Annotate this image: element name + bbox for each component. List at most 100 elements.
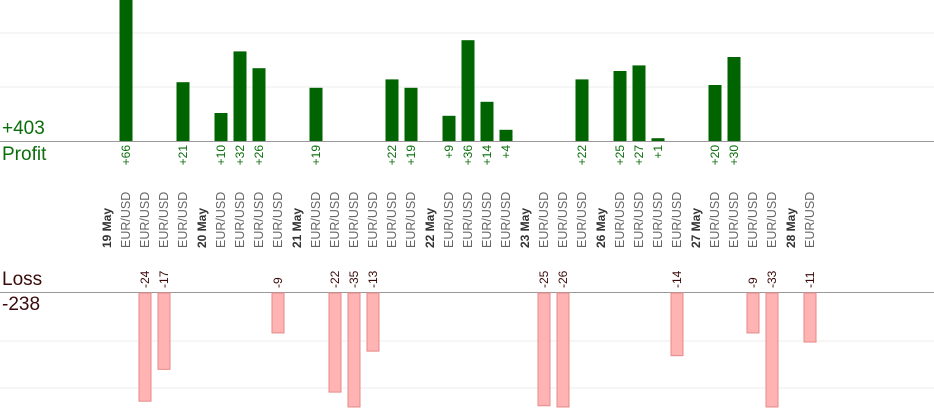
pair-label: EUR/USD — [727, 192, 741, 248]
loss-bar — [765, 292, 779, 408]
profit-value-label: +32 — [233, 145, 247, 166]
loss-bar — [746, 292, 760, 334]
profit-value-label: +26 — [252, 145, 266, 166]
pair-label: EUR/USD — [404, 192, 418, 248]
pair-label: EUR/USD — [138, 192, 152, 248]
profit-bar — [385, 79, 399, 141]
loss-bar — [157, 292, 171, 370]
loss-value-label: -9 — [271, 277, 285, 288]
profit-bar — [461, 40, 475, 142]
pair-label: EUR/USD — [537, 192, 551, 248]
profit-value-label: +19 — [309, 145, 323, 166]
pair-label: EUR/USD — [385, 192, 399, 248]
profit-bar — [480, 101, 494, 141]
date-label: 28 May — [784, 208, 798, 248]
profit-value-label: +10 — [214, 145, 228, 166]
loss-bar — [537, 292, 551, 407]
pair-label: EUR/USD — [176, 192, 190, 248]
pair-label: EUR/USD — [233, 192, 247, 248]
profit-value-label: +30 — [727, 145, 741, 166]
profit-bar — [252, 68, 266, 141]
loss-value-label: -13 — [366, 270, 380, 288]
loss-value-label: -26 — [556, 270, 570, 288]
profit-value-label: +22 — [385, 145, 399, 166]
profit-bar — [214, 113, 228, 141]
pair-label: EUR/USD — [271, 192, 285, 248]
loss-total: -238 — [2, 294, 41, 315]
pair-label: EUR/USD — [119, 192, 133, 248]
date-label: 20 May — [195, 208, 209, 248]
profit-value-label: +19 — [404, 145, 418, 166]
pair-label: EUR/USD — [613, 192, 627, 248]
profit-value-label: +20 — [708, 145, 722, 166]
profit-total: +403 — [2, 118, 45, 139]
profit-value-label: +25 — [613, 145, 627, 166]
profit-bar — [575, 79, 589, 141]
profit-value-label: +27 — [632, 145, 646, 166]
profit-label: Profit — [2, 144, 47, 165]
loss-value-label: -22 — [328, 270, 342, 288]
profit-bar — [309, 87, 323, 141]
loss-label: Loss — [2, 269, 43, 290]
loss-bar — [271, 292, 285, 334]
loss-value-label: -11 — [803, 271, 817, 288]
pair-label: EUR/USD — [252, 192, 266, 248]
pair-label: EUR/USD — [746, 192, 760, 248]
profit-value-label: +4 — [499, 145, 513, 159]
pair-label: EUR/USD — [157, 192, 171, 248]
profit-bar — [119, 0, 133, 141]
loss-bar — [803, 292, 817, 343]
pair-label: EUR/USD — [556, 192, 570, 248]
profit-value-label: +14 — [480, 145, 494, 166]
date-label: 26 May — [594, 208, 608, 248]
profit-bar — [404, 87, 418, 141]
loss-bar — [556, 292, 570, 408]
loss-value-label: -17 — [157, 270, 171, 288]
loss-bar — [366, 292, 380, 352]
pair-label: EUR/USD — [670, 192, 684, 248]
date-label: 27 May — [689, 208, 703, 248]
profit-value-label: +36 — [461, 145, 475, 166]
loss-value-label: -33 — [765, 270, 779, 288]
loss-value-label: -9 — [746, 277, 760, 288]
profit-value-label: +66 — [119, 145, 133, 166]
pair-label: EUR/USD — [366, 192, 380, 248]
pair-label: EUR/USD — [461, 192, 475, 248]
pair-label: EUR/USD — [328, 192, 342, 248]
date-label: 23 May — [518, 208, 532, 248]
pair-label: EUR/USD — [309, 192, 323, 248]
date-label: 21 May — [290, 208, 304, 248]
pair-label: EUR/USD — [442, 192, 456, 248]
pair-label: EUR/USD — [480, 192, 494, 248]
loss-value-label: -14 — [670, 270, 684, 288]
pair-label: EUR/USD — [575, 192, 589, 248]
pair-label: EUR/USD — [765, 192, 779, 248]
pair-label: EUR/USD — [499, 192, 513, 248]
loss-value-label: -35 — [347, 270, 361, 288]
profit-bar — [613, 71, 627, 141]
pair-label: EUR/USD — [708, 192, 722, 248]
profit-bar — [708, 85, 722, 141]
profit-bar — [442, 115, 456, 141]
loss-value-label: -24 — [138, 270, 152, 288]
profit-value-label: +22 — [575, 145, 589, 166]
profit-bar — [727, 57, 741, 141]
pair-label: EUR/USD — [651, 192, 665, 248]
profit-value-label: +21 — [176, 145, 190, 166]
profit-value-label: +9 — [442, 145, 456, 159]
profit-bar — [176, 82, 190, 141]
date-label: 22 May — [423, 208, 437, 248]
profit-bar — [651, 138, 665, 141]
loss-bar — [347, 292, 361, 408]
profit-bar — [499, 129, 513, 141]
profit-bar — [233, 51, 247, 141]
profit-value-label: +1 — [651, 145, 665, 159]
pair-label: EUR/USD — [803, 192, 817, 248]
loss-bar — [670, 292, 684, 357]
loss-bar — [138, 292, 152, 402]
pair-label: EUR/USD — [347, 192, 361, 248]
profit-bar — [632, 65, 646, 141]
date-label: 19 May — [100, 208, 114, 248]
loss-bar — [328, 292, 342, 393]
